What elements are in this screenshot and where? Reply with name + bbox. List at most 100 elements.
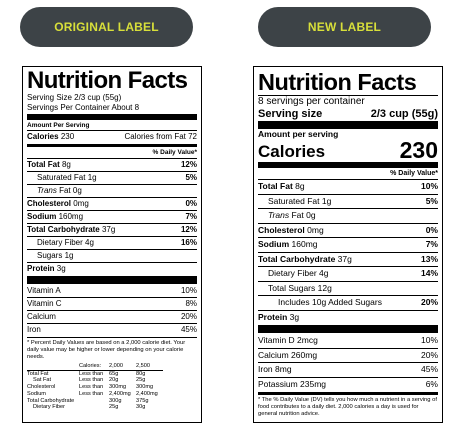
nutrient-name: Sodium <box>27 212 57 221</box>
footnote-text: * Percent Daily Values are based on a 2,… <box>27 340 186 360</box>
nutrient-name-group: Dietary Fiber 4g <box>258 267 329 281</box>
nutrient-row: Total Carbohydrate 37g 13% <box>258 251 438 267</box>
nutrient-name-group: Trans Fat 0g <box>27 185 82 197</box>
footnote-table-cell: Less than <box>79 377 104 384</box>
vitamin-name: Calcium <box>27 312 56 321</box>
nutrient-name: Dietary Fiber <box>268 268 317 278</box>
nutrient-amount: 0mg <box>307 224 324 235</box>
nutrient-name-group: Protein 3g <box>27 263 66 275</box>
nutrient-daily-value: 0% <box>185 199 197 208</box>
footnote-table-cell: Less than <box>79 384 104 391</box>
nutrient-row: Total Fat 8g 10% <box>258 179 438 194</box>
nutrient-amount: 1g <box>87 173 97 182</box>
nutrient-row: Total Carbohydrate 37g 12% <box>27 223 197 236</box>
footnote-table-cell: Less than <box>79 390 104 397</box>
footnote-table-cell: 2,400mg <box>109 390 131 397</box>
footnote-text: * The % Daily Value (DV) tells you how m… <box>258 397 437 417</box>
nutrient-name: Cholesterol <box>27 199 72 208</box>
footnote-table: Calories: 2,000 2,500 Total Fat Less than 65g… <box>27 363 197 411</box>
nutrient-amount: 0mg <box>73 199 89 208</box>
nutrient-name: Total Carbohydrate <box>258 253 336 264</box>
footnote-table-header: Calories: <box>79 363 109 371</box>
nutrient-name: Includes 10g Added Sugars <box>278 297 382 307</box>
nutrient-name-group: Sodium 160mg <box>27 211 83 223</box>
nutrient-row: Cholesterol 0mg 0% <box>258 222 438 238</box>
footnote-table-cell: Less than <box>79 370 104 377</box>
footnote-table-cell: 300mg <box>136 384 154 391</box>
divider-xthick <box>258 325 438 333</box>
nutrient-amount: 4g <box>85 238 94 247</box>
divider-xthick <box>27 276 197 284</box>
nutrient-row: Saturated Fat 1g 5% <box>258 193 438 209</box>
vitamin-name: Vitamin A <box>27 286 61 295</box>
nutrient-row: Dietary Fiber 4g 14% <box>258 266 438 281</box>
nutrition-facts-title: Nutrition Facts <box>258 69 417 95</box>
nutrient-name-group: Sodium 160mg <box>258 238 318 252</box>
nutrient-name: Trans <box>268 210 290 220</box>
nutrient-amount: 160mg <box>58 212 84 221</box>
footnote-table-cell: 25g <box>136 377 146 384</box>
serving-size-value: 2/3 cup (55g) <box>370 108 438 120</box>
nutrient-name-group: Cholesterol 0mg <box>258 224 324 238</box>
footnote-table-header <box>27 363 79 371</box>
vitamin-list: Vitamin D 2mcg 10% Calcium 260mg 20% Iron 8m… <box>258 334 438 391</box>
nutrient-row: Saturated Fat 1g 5% <box>27 171 197 184</box>
footnote-table-cell <box>79 404 109 411</box>
calories-value: 230 <box>399 137 438 163</box>
nutrient-name: Cholesterol <box>258 224 305 235</box>
nutrient-name-group: Cholesterol 0mg <box>27 198 89 210</box>
vitamin-daily-value: 20% <box>180 312 197 321</box>
footnote-table-cell: Sodium <box>27 390 46 397</box>
original-nutrition-label: Nutrition Facts Serving Size 2/3 cup (55… <box>22 66 202 423</box>
nutrient-amount: 12g <box>317 282 332 293</box>
daily-value-header: % Daily Value* <box>390 170 438 177</box>
nutrient-list: Total Fat 8g 10% Saturated Fat 1g 5% Trans F… <box>258 179 438 324</box>
nutrient-row: Sodium 160mg 7% <box>27 210 197 223</box>
vitamin-name: Vitamin D 2mcg <box>258 335 318 345</box>
nutrient-amount: 160mg <box>291 239 318 249</box>
nutrient-name: Dietary Fiber <box>37 238 83 247</box>
nutrient-amount: 8g <box>61 160 71 169</box>
nutrient-amount: 1g <box>64 251 74 260</box>
nutrient-row: Sodium 160mg 7% <box>258 237 438 252</box>
nutrient-row: Protein 3g <box>27 262 197 275</box>
vitamin-row: Iron 8mg 45% <box>258 362 438 377</box>
divider-medium <box>258 392 438 395</box>
nutrient-amount: 3g <box>289 311 300 322</box>
nutrient-daily-value: 7% <box>185 212 197 221</box>
serving-size: Serving size 2/3 cup (55g) <box>258 108 438 120</box>
nutrient-row: Protein 3g <box>258 309 438 325</box>
nutrient-name-group: Total Sugars 12g <box>258 282 332 296</box>
footnote-table-cell: 80g <box>136 370 146 377</box>
footnote-table-cell: Cholesterol <box>27 384 56 391</box>
original-label-badge: ORIGINAL LABEL <box>20 7 193 47</box>
divider-thick <box>27 114 197 120</box>
vitamin-daily-value: 6% <box>425 378 438 389</box>
nutrient-amount: 3g <box>56 264 66 273</box>
nutrient-name-group: Total Carbohydrate 37g <box>27 224 115 236</box>
nutrient-name: Total Fat <box>258 181 293 191</box>
vitamin-row: Vitamin A 10% <box>27 285 197 297</box>
servings-per-container: Servings Per Container About 8 <box>27 103 140 112</box>
calories-row: Calories 230 Calories from Fat 72 <box>27 130 197 143</box>
nutrient-row: Sugars 1g <box>27 249 197 262</box>
vitamin-daily-value: 10% <box>420 335 438 345</box>
vitamin-row: Potassium 235mg 6% <box>258 376 438 392</box>
nutrient-name: Protein <box>258 311 288 322</box>
serving-size: Serving Size 2/3 cup (55g) <box>27 93 122 102</box>
footnote-table-header: 2,500 <box>136 363 163 371</box>
nutrient-name: Sugars <box>37 251 63 260</box>
nutrient-daily-value: 7% <box>425 239 438 249</box>
vitamin-daily-value: 45% <box>420 364 438 374</box>
footnote-table-cell: 2,400mg <box>136 390 158 397</box>
vitamin-name: Iron <box>27 325 41 334</box>
divider-xthick <box>258 121 438 129</box>
vitamin-name: Iron 8mg <box>258 364 292 374</box>
nutrient-row: Total Fat 8g 12% <box>27 158 197 171</box>
nutrient-amount: 1g <box>321 195 332 206</box>
footnote-table-cell: 375g <box>136 397 149 404</box>
nutrient-daily-value: 20% <box>420 297 438 307</box>
nutrient-amount: 37g <box>101 225 116 234</box>
nutrient-daily-value: 16% <box>180 238 197 247</box>
amount-per-serving: Amount Per Serving <box>27 122 90 129</box>
